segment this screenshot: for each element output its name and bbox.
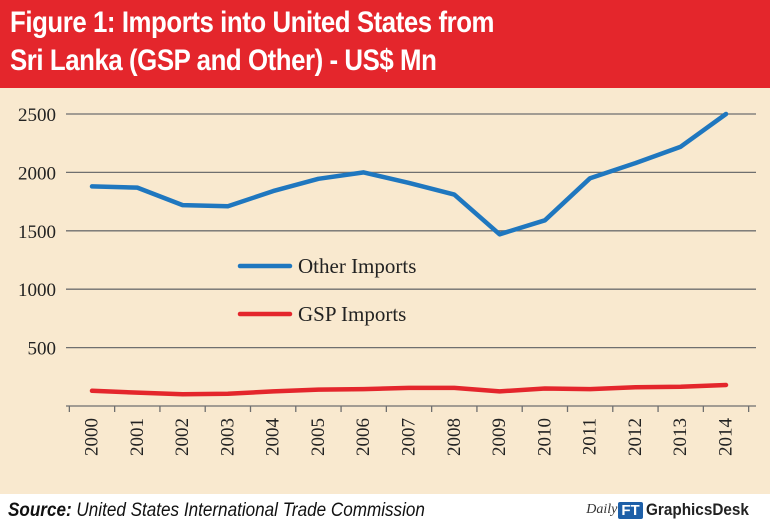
source-label: Source: — [8, 500, 72, 521]
chart-title-line2: Sri Lanka (GSP and Other) - US$ Mn — [10, 44, 437, 77]
x-tick-label: 2010 — [534, 418, 555, 456]
line-chart: 500 1000 1500 2000 2500 2000 2001 2002 2003 2004 2… — [18, 105, 756, 457]
source-text: United States International Trade Commis… — [76, 500, 425, 521]
x-tick-label: 2008 — [444, 418, 465, 456]
source-note: Source: United States International Trad… — [8, 500, 425, 522]
x-tick-label: 2001 — [127, 418, 148, 456]
y-tick-label: 2500 — [18, 105, 56, 126]
x-tick-label: 2000 — [82, 418, 103, 456]
y-tick-label: 2000 — [18, 163, 56, 184]
legend-label: Other Imports — [298, 254, 416, 278]
x-tick-label: 2003 — [217, 418, 238, 456]
y-tick-label: 1000 — [18, 280, 56, 301]
series-line-gsp-imports — [89, 382, 729, 397]
series-line-other-imports — [89, 111, 729, 237]
y-tick-label: 1500 — [18, 222, 56, 243]
chart-title-line1: Figure 1: Imports into United States fro… — [10, 6, 495, 39]
x-tick-label: 2009 — [489, 418, 510, 456]
title-banner: Figure 1: Imports into United States fro… — [0, 0, 770, 88]
x-tick-label: 2002 — [172, 418, 193, 456]
y-tick-label: 500 — [28, 339, 57, 360]
plot-area: 500 1000 1500 2000 2500 2000 2001 2002 2003 2004 2… — [0, 88, 770, 494]
x-tick-label: 2007 — [399, 418, 420, 456]
x-tick-label: 2006 — [353, 418, 374, 456]
x-tick-label: 2004 — [263, 418, 284, 457]
x-tick-label: 2011 — [580, 418, 601, 455]
x-tick-label: 2013 — [670, 418, 691, 456]
brand-ft: FT — [618, 501, 643, 519]
footer: Source: United States International Trad… — [0, 494, 770, 528]
brand-logo: Daily FT GraphicsDesk — [586, 500, 760, 520]
x-tick-label: 2014 — [716, 418, 737, 457]
x-tick-label: 2005 — [308, 418, 329, 456]
brand-graphics-desk: GraphicsDesk — [645, 500, 749, 519]
legend-label: GSP Imports — [298, 302, 406, 326]
x-tick-label: 2012 — [625, 418, 646, 456]
brand-daily: Daily — [586, 502, 618, 517]
